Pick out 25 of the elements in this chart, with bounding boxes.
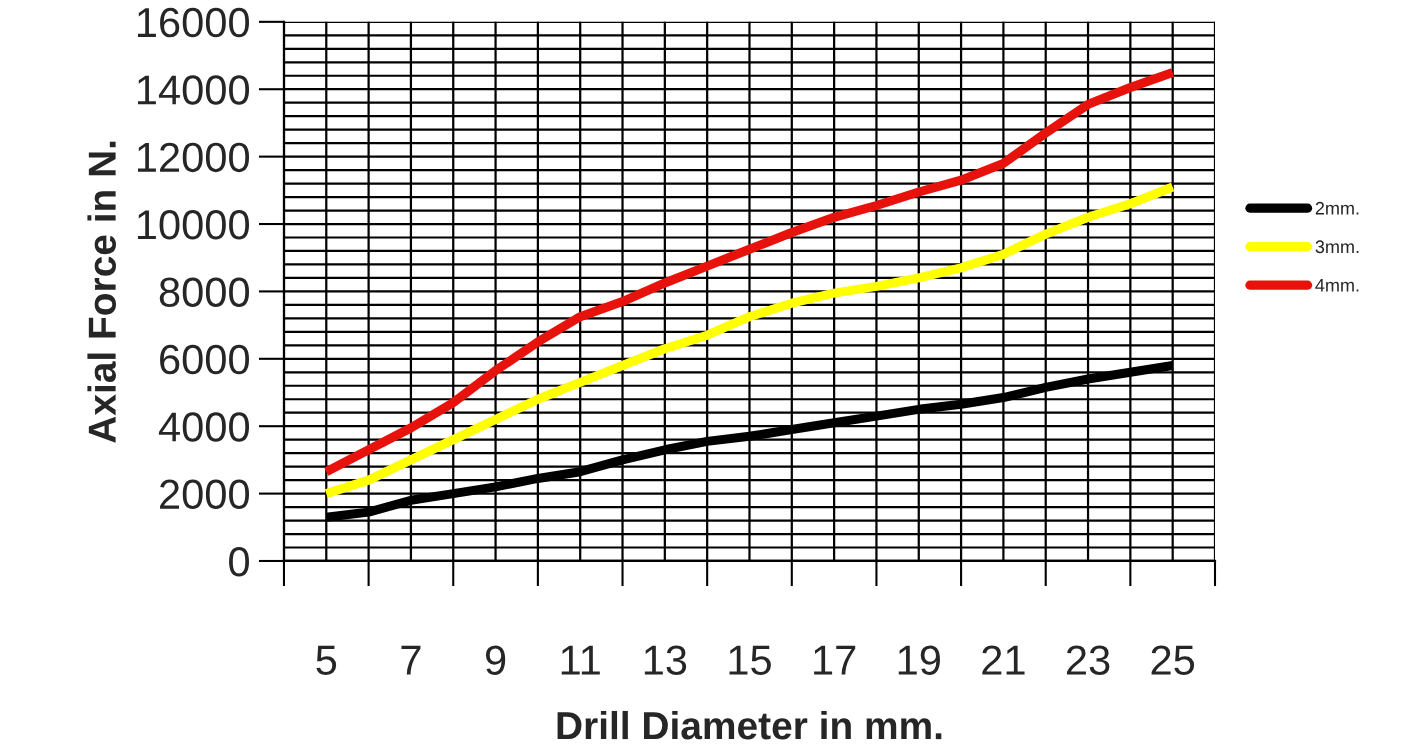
y-tick-label: 10000 (137, 210, 250, 240)
y-tick-label: 6000 (160, 344, 250, 375)
x-tick-label: 17 (814, 645, 856, 675)
y-tick-label: 16000 (137, 7, 250, 38)
y-tick-label: 4000 (158, 412, 250, 442)
y-tick-label: 14000 (137, 75, 250, 105)
legend-label: 2mm. (1315, 201, 1359, 215)
y-tick-label: 0 (229, 546, 250, 577)
x-tick-label: 13 (644, 645, 687, 675)
x-tick-label: 7 (401, 645, 421, 675)
y-tick-label: 2000 (160, 479, 250, 510)
x-tick-label: 9 (485, 645, 506, 675)
y-tick-label: 12000 (137, 142, 250, 173)
x-tick-label: 19 (898, 645, 940, 675)
y-axis-title: Axial Force in N. (87, 141, 116, 443)
legend-label: 3mm. (1315, 240, 1359, 254)
x-axis-title: Drill Diameter in mm. (557, 710, 942, 740)
x-tick-label: 15 (729, 645, 771, 675)
x-tick-label: 11 (561, 645, 600, 675)
y-tick-label: 8000 (159, 277, 250, 307)
x-tick-label: 23 (1066, 645, 1110, 675)
x-tick-label: 5 (316, 645, 337, 675)
x-tick-label: 21 (982, 645, 1025, 675)
x-tick-label: 25 (1151, 645, 1195, 675)
legend-label: 4mm. (1315, 279, 1359, 292)
